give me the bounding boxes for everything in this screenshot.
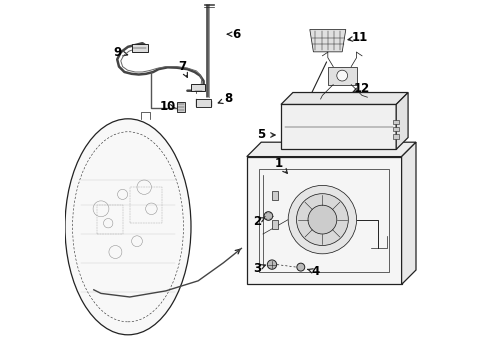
Bar: [328, 67, 357, 85]
Text: 9: 9: [113, 46, 122, 59]
Bar: [392, 120, 399, 124]
Polygon shape: [402, 142, 416, 284]
Circle shape: [297, 263, 305, 271]
Text: 12: 12: [354, 82, 370, 95]
Ellipse shape: [65, 119, 191, 335]
Text: 8: 8: [225, 93, 233, 105]
Bar: [130, 187, 162, 223]
Bar: [196, 99, 211, 107]
Text: 4: 4: [311, 265, 319, 278]
Text: 6: 6: [232, 28, 240, 41]
Polygon shape: [247, 157, 402, 284]
Bar: [132, 44, 148, 52]
Text: 5: 5: [257, 129, 265, 141]
Polygon shape: [281, 93, 408, 104]
Text: 1: 1: [275, 157, 283, 170]
Circle shape: [268, 260, 277, 269]
Text: 7: 7: [178, 60, 186, 73]
Text: 3: 3: [253, 262, 262, 275]
Polygon shape: [281, 104, 396, 149]
Circle shape: [264, 212, 273, 220]
Text: 10: 10: [159, 100, 176, 113]
Bar: [392, 134, 399, 139]
Circle shape: [308, 205, 337, 234]
Text: 2: 2: [253, 215, 262, 228]
Bar: [176, 102, 185, 112]
Text: 11: 11: [352, 31, 368, 44]
Bar: [259, 169, 389, 272]
Bar: [272, 191, 278, 200]
Polygon shape: [396, 93, 408, 149]
Circle shape: [288, 185, 357, 254]
Bar: [191, 84, 205, 91]
Polygon shape: [247, 142, 416, 157]
Circle shape: [296, 194, 348, 246]
Polygon shape: [310, 30, 346, 52]
Bar: [98, 205, 122, 234]
Bar: [392, 127, 399, 131]
Circle shape: [337, 70, 347, 81]
Bar: [272, 220, 278, 229]
